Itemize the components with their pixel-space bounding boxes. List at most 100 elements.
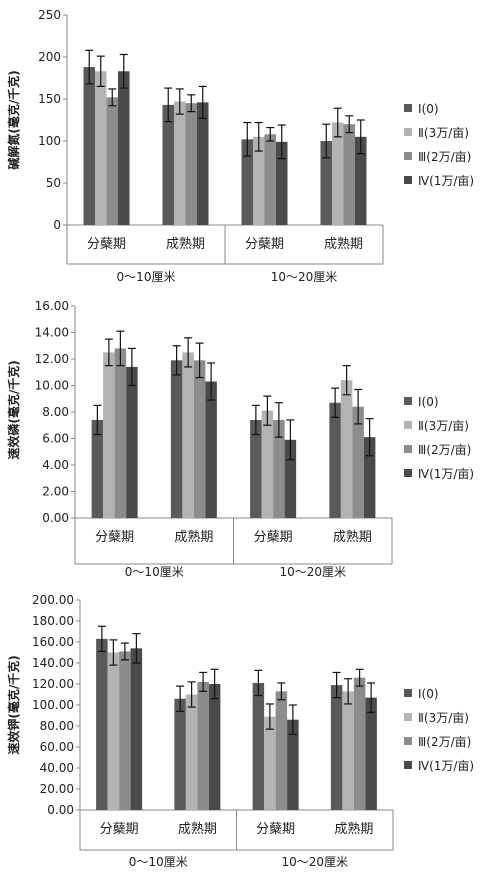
legend-label: Ⅰ(0) (418, 395, 439, 409)
bar (275, 691, 288, 810)
legend-swatch (404, 469, 412, 477)
bar (264, 134, 276, 225)
legend-swatch (404, 761, 412, 769)
legend-swatch (404, 176, 412, 184)
x-group-label: 0～10厘米 (129, 855, 188, 869)
bar (332, 122, 344, 225)
bar (284, 439, 297, 518)
y-tick-label: 0.00 (42, 511, 69, 525)
bar (261, 410, 274, 518)
x-category-label: 分蘖期 (245, 237, 284, 252)
bar (208, 684, 221, 810)
bar (252, 682, 265, 810)
y-tick-label: 4.00 (42, 458, 69, 472)
legend-label: Ⅱ(3万/亩) (418, 418, 469, 433)
y-tick-label: 0 (53, 218, 61, 232)
x-category-label: 成熟期 (166, 236, 205, 252)
y-tick-label: 20.00 (40, 782, 74, 796)
x-group-label: 0～10厘米 (125, 565, 184, 579)
legend-swatch (404, 128, 412, 136)
legend-swatch (404, 397, 412, 405)
legend-swatch (404, 737, 412, 745)
legend-label: Ⅲ(2万/亩) (418, 149, 471, 164)
bar (343, 124, 355, 225)
bar (170, 360, 183, 518)
bar (197, 681, 209, 810)
y-tick-label: 120.00 (32, 677, 74, 691)
legend-label: Ⅱ(3万/亩) (418, 710, 469, 725)
y-tick-label: 200.00 (32, 593, 74, 607)
x-group-label: 0～10厘米 (117, 270, 176, 284)
y-tick-label: 80.00 (40, 719, 74, 733)
bar (363, 437, 376, 518)
y-tick-label: 100 (38, 134, 61, 148)
bar (197, 102, 209, 225)
x-category-label: 成熟期 (174, 529, 213, 545)
legend-label: Ⅱ(3万/亩) (418, 125, 469, 140)
bar (103, 352, 115, 518)
bar (130, 648, 143, 810)
y-tick-label: 160.00 (32, 635, 74, 649)
y-tick-label: 8.00 (42, 405, 69, 419)
x-group-label: 10～20厘米 (271, 270, 338, 284)
x-group-label: 10～20厘米 (279, 565, 346, 579)
x-category-label: 成熟期 (333, 529, 372, 545)
legend-label: Ⅲ(2万/亩) (418, 442, 471, 457)
bar (253, 136, 265, 225)
y-tick-label: 16.00 (35, 299, 69, 313)
legend-swatch (404, 689, 412, 697)
bar (96, 638, 108, 810)
bar (340, 380, 353, 518)
y-axis-label: 速效磷(毫克/千克) (6, 360, 21, 459)
bar (83, 67, 95, 225)
bar (276, 141, 288, 225)
legend-swatch (404, 713, 412, 721)
bar (250, 419, 262, 518)
y-tick-label: 14.00 (35, 326, 69, 340)
x-category-label: 分蘖期 (100, 822, 139, 837)
x-category-label: 成熟期 (178, 821, 217, 837)
y-tick-label: 10.00 (35, 379, 69, 393)
bar (355, 136, 367, 225)
bar (106, 97, 118, 225)
y-axis-label: 速效钾(毫克/千克) (6, 655, 21, 754)
bar (95, 71, 107, 225)
bar (329, 402, 341, 518)
y-tick-label: 12.00 (35, 352, 69, 366)
bar (126, 366, 138, 518)
bar (118, 71, 130, 225)
bar (205, 381, 217, 518)
y-tick-label: 150 (38, 92, 61, 106)
chart-panel-1: 0 50 100 150 200 250 碱解氮(毫克/千克) 分蘖期 成熟期 分蘖期 成熟期 0～1… (6, 8, 474, 284)
bar (365, 697, 377, 810)
bar (287, 719, 299, 810)
bar (182, 352, 194, 518)
bar (352, 406, 364, 518)
x-category-label: 分蘖期 (87, 237, 126, 252)
bar (353, 677, 366, 810)
y-tick-label: 40.00 (40, 761, 74, 775)
bar (320, 141, 332, 225)
bar (119, 651, 131, 810)
y-tick-label: 0.00 (47, 803, 74, 817)
legend-swatch (404, 152, 412, 160)
bar (174, 698, 186, 810)
y-tick-label: 50 (46, 176, 61, 190)
legend-swatch (404, 445, 412, 453)
bar (241, 139, 253, 225)
legend-label: Ⅰ(0) (418, 102, 439, 116)
y-tick-label: 200 (38, 50, 61, 64)
bar (330, 685, 343, 810)
y-tick-label: 100.00 (32, 698, 74, 712)
x-group-label: 10～20厘米 (281, 855, 348, 869)
y-tick-label: 180.00 (32, 614, 74, 628)
y-tick-label: 250 (38, 8, 61, 22)
bar (185, 103, 197, 225)
bar (185, 694, 198, 810)
bar (264, 716, 276, 810)
legend-label: Ⅳ(1万/亩) (418, 466, 474, 481)
x-category-label: 分蘖期 (254, 530, 293, 545)
legend-label: Ⅳ(1万/亩) (418, 173, 474, 188)
